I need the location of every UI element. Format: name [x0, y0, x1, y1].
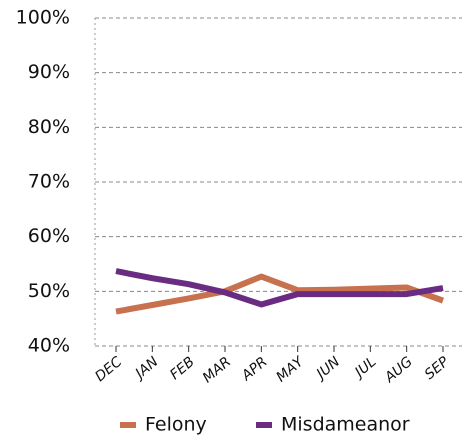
x-tick-label: JAN [130, 354, 162, 384]
x-tick-label: APR [238, 354, 270, 385]
x-tick-label: MAR [200, 354, 234, 386]
y-tick-label: 90% [28, 61, 70, 83]
y-tick-label: 100% [16, 7, 70, 29]
x-tick-label: MAY [273, 353, 308, 386]
legend-label: Misdameanor [281, 414, 410, 436]
x-tick-label: AUG [381, 354, 416, 387]
y-tick-label: 70% [28, 171, 70, 193]
x-tick-label: FEB [167, 354, 198, 383]
line-series [115, 268, 444, 308]
x-tick-label: DEC [92, 354, 125, 385]
line-series [115, 273, 445, 315]
y-tick-label: 50% [28, 280, 70, 302]
y-tick-label: 60% [28, 225, 70, 247]
legend-swatch [256, 422, 272, 428]
legend-swatch [120, 422, 136, 428]
x-tick-label: JUL [350, 354, 380, 382]
y-tick-label: 40% [28, 335, 70, 357]
x-tick-label: JUN [312, 354, 344, 384]
x-tick-label: SEP [422, 354, 453, 383]
legend-label: Felony [145, 414, 207, 436]
y-tick-label: 80% [28, 116, 70, 138]
